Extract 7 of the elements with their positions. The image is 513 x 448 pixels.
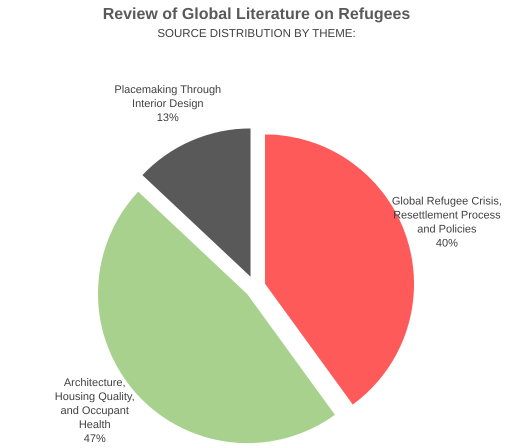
data-label: 13%	[156, 112, 180, 124]
slice-label: Architecture, Housing Quality, and Occupant Health	[54, 377, 135, 431]
chart-title: Review of Global Literature on Refugees	[102, 6, 412, 24]
chart-subtitle: SOURCE DISTRIBUTION BY THEME:	[156, 28, 357, 40]
data-label: 47%	[84, 433, 106, 445]
slice-label: Placemaking Through Interior Design	[114, 84, 222, 110]
data-label: 40%	[436, 238, 458, 250]
